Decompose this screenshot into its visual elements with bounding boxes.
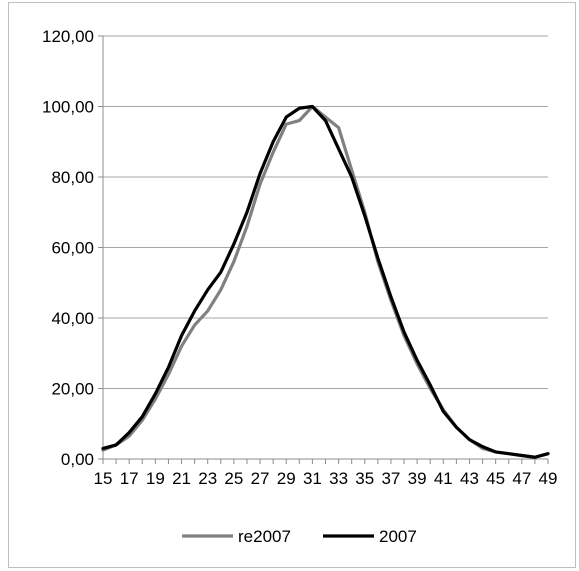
x-tick-label: 23 <box>198 469 217 488</box>
y-tick-labels: 0,00 20,00 40,00 60,00 80,00 100,00 120,00 <box>42 27 94 469</box>
x-tick-label: 33 <box>329 469 348 488</box>
x-tick-label: 45 <box>486 469 505 488</box>
y-tick-label: 20,00 <box>51 380 94 399</box>
x-tick-labels: 15 17 19 21 23 25 27 29 31 33 35 37 39 41 43 45 47 49 <box>94 469 558 488</box>
x-tick-label: 35 <box>355 469 374 488</box>
x-tick-label: 49 <box>539 469 558 488</box>
axes <box>98 35 549 464</box>
legend-label-2007: 2007 <box>379 527 417 546</box>
series-lines <box>101 104 550 459</box>
gridlines <box>103 35 548 389</box>
y-tick-label: 80,00 <box>51 168 94 187</box>
x-tick-label: 31 <box>303 469 322 488</box>
x-tick-label: 43 <box>460 469 479 488</box>
x-tick-label: 17 <box>120 469 139 488</box>
legend: re2007 2007 <box>182 527 417 546</box>
x-tick-label: 19 <box>146 469 165 488</box>
y-tick-label: 0,00 <box>61 450 94 469</box>
x-tick-label: 25 <box>224 469 243 488</box>
x-tick-label: 29 <box>277 469 296 488</box>
x-tick-label: 21 <box>172 469 191 488</box>
legend-label-re2007: re2007 <box>238 527 291 546</box>
y-tick-label: 60,00 <box>51 239 94 258</box>
x-tick-label: 15 <box>94 469 113 488</box>
y-tick-label: 120,00 <box>42 27 94 46</box>
x-tick-label: 47 <box>512 469 531 488</box>
x-tick-label: 27 <box>251 469 270 488</box>
series-line-2007 <box>101 104 550 459</box>
series-line-re2007 <box>101 104 550 459</box>
y-tick-label: 100,00 <box>42 98 94 117</box>
x-tick-label: 41 <box>434 469 453 488</box>
x-tick-label: 39 <box>408 469 427 488</box>
x-tick-label: 37 <box>381 469 400 488</box>
y-tick-label: 40,00 <box>51 309 94 328</box>
